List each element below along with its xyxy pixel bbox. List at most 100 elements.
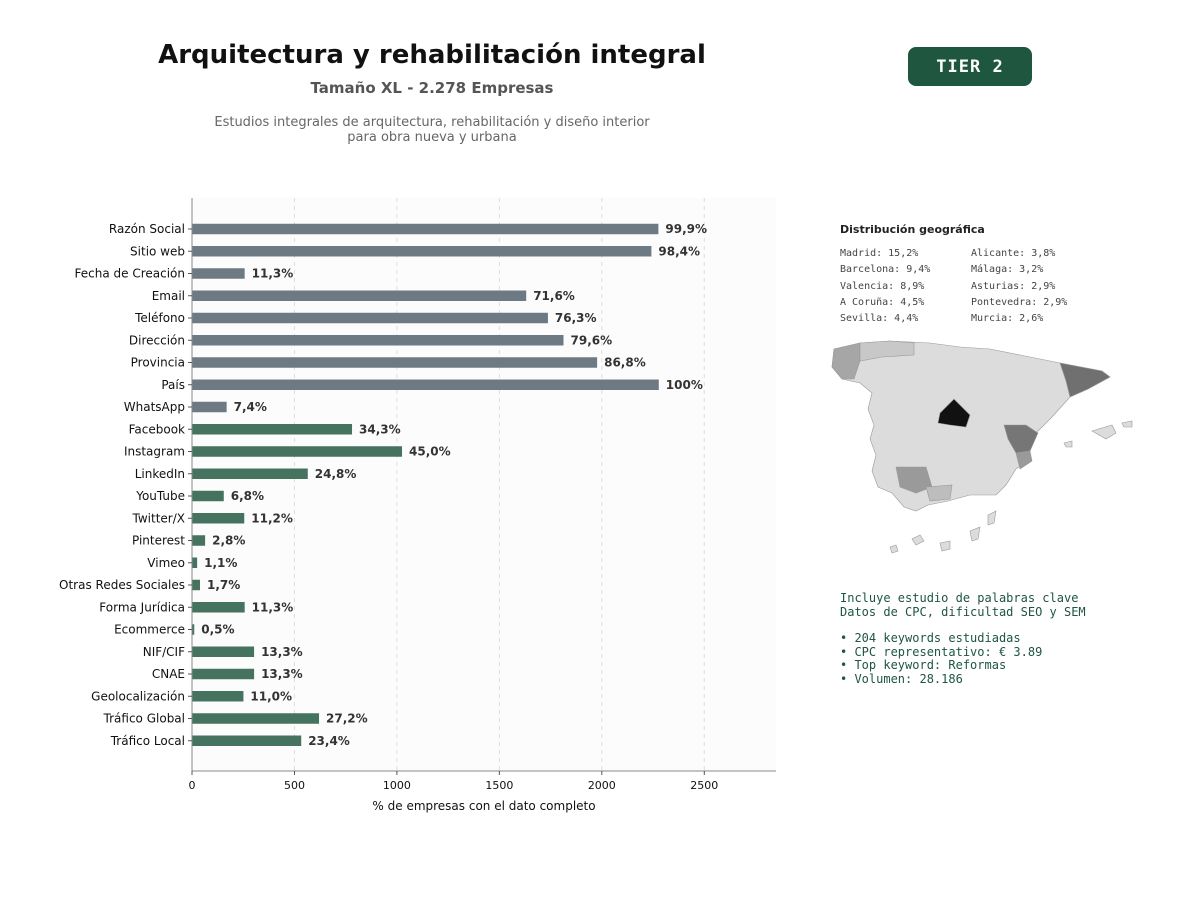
category-label: Fecha de Creación xyxy=(75,267,185,281)
category-label: Facebook xyxy=(129,422,185,436)
description-line-1: Estudios integrales de arquitectura, reh… xyxy=(214,115,650,130)
map-canary xyxy=(889,510,997,554)
bar xyxy=(192,290,527,301)
category-label: Teléfono xyxy=(134,311,185,325)
x-tick-labels: 0 500 1000 1500 2000 2500 xyxy=(189,771,718,792)
page-subtitle: Tamaño XL - 2.278 Empresas xyxy=(310,79,554,97)
bar xyxy=(192,713,320,724)
geo-item: Pontevedra: 2,9% xyxy=(971,296,1068,308)
keyword-line-2: Datos de CPC, dificultad SEO y SEM xyxy=(840,604,1086,619)
value-label: 24,8% xyxy=(315,467,357,481)
category-label: WhatsApp xyxy=(124,400,185,414)
map-balearic xyxy=(1063,420,1133,448)
map-madrid xyxy=(937,398,971,428)
bar-chart: Razón Social Sitio web Fecha de Creación Em… xyxy=(59,198,776,813)
description-line-2: para obra nueva y urbana xyxy=(347,130,517,145)
bar xyxy=(192,379,659,390)
x-tick-label: 1500 xyxy=(485,779,513,792)
value-label: 11,3% xyxy=(252,267,294,281)
map-alicante xyxy=(1015,450,1033,470)
value-labels: 99,9% 98,4% 11,3% 71,6% 76,3% 79,6% 86,8% 100% 7… xyxy=(201,222,707,748)
category-label: Razón Social xyxy=(109,222,185,236)
bar xyxy=(192,535,206,546)
bar xyxy=(192,735,302,746)
value-label: 71,6% xyxy=(533,289,575,303)
value-label: 34,3% xyxy=(359,422,401,436)
bar xyxy=(192,401,227,413)
spain-map xyxy=(831,340,1133,554)
geo-list-right: Alicante: 3,8% Málaga: 3,2% Asturias: 2,… xyxy=(971,246,1067,327)
value-label: 1,7% xyxy=(207,578,240,592)
keyword-summary: Incluye estudio de palabras clave Datos … xyxy=(840,591,1086,686)
category-label: YouTube xyxy=(135,489,185,503)
bar xyxy=(192,223,659,235)
bar xyxy=(192,557,198,568)
bars-group xyxy=(192,223,659,746)
value-label: 7,4% xyxy=(234,400,267,414)
x-axis-label: % de empresas con el dato completo xyxy=(372,799,595,813)
category-labels: Razón Social Sitio web Fecha de Creación Em… xyxy=(59,222,185,748)
bar xyxy=(192,624,195,635)
bar xyxy=(192,579,200,591)
x-tick-label: 0 xyxy=(189,779,196,792)
x-tick-label: 500 xyxy=(284,779,305,792)
bar xyxy=(192,513,245,524)
bar xyxy=(192,468,308,479)
map-asturias xyxy=(859,340,915,362)
keyword-bullet: • Volumen: 28.186 xyxy=(840,671,963,686)
geo-item: Málaga: 3,2% xyxy=(971,264,1044,276)
value-label: 13,3% xyxy=(261,645,303,659)
page-title: Arquitectura y rehabilitación integral xyxy=(158,40,706,70)
value-label: 0,5% xyxy=(201,623,234,637)
category-label: Sitio web xyxy=(130,244,185,258)
value-label: 79,6% xyxy=(571,333,613,347)
geo-item: Murcia: 2,6% xyxy=(971,313,1044,325)
category-label: Pinterest xyxy=(132,534,185,548)
bar xyxy=(192,446,403,457)
x-tick-label: 2000 xyxy=(588,779,616,792)
category-label: Instagram xyxy=(124,445,185,459)
category-label: Twitter/X xyxy=(132,511,185,525)
category-label: Forma Jurídica xyxy=(99,600,185,614)
bar xyxy=(192,691,244,702)
value-label: 13,3% xyxy=(261,667,303,681)
bar xyxy=(192,668,255,680)
plot-background xyxy=(192,198,776,771)
geo-item: Madrid: 15,2% xyxy=(840,248,919,259)
value-label: 98,4% xyxy=(658,244,700,258)
value-label: 2,8% xyxy=(212,534,245,548)
map-catalonia xyxy=(1059,362,1111,398)
keyword-bullet: • 204 keywords estudiadas xyxy=(840,631,1021,645)
category-label: Tráfico Global xyxy=(103,712,185,726)
value-label: 27,2% xyxy=(326,712,368,726)
category-label: Dirección xyxy=(129,333,185,347)
bar xyxy=(192,602,245,613)
value-label: 99,9% xyxy=(665,222,707,236)
bar xyxy=(192,424,353,435)
geo-item: Valencia: 8,9% xyxy=(840,280,925,292)
keyword-bullet: • Top keyword: Reformas xyxy=(840,658,1007,672)
value-label: 45,0% xyxy=(409,445,451,459)
category-label: Otras Redes Sociales xyxy=(59,578,185,592)
x-tick-label: 1000 xyxy=(383,779,411,792)
bar xyxy=(192,646,255,657)
category-label: Provincia xyxy=(131,356,185,370)
value-label: 23,4% xyxy=(308,734,350,748)
bar xyxy=(192,312,548,324)
bar xyxy=(192,490,224,502)
geo-item: Sevilla: 4,4% xyxy=(840,313,919,325)
category-label: NIF/CIF xyxy=(143,645,185,659)
value-label: 86,8% xyxy=(604,356,646,370)
x-tick-label: 2500 xyxy=(690,779,718,792)
geo-item: Asturias: 2,9% xyxy=(971,280,1056,292)
value-label: 1,1% xyxy=(204,556,237,570)
value-label: 100% xyxy=(666,378,703,392)
bar xyxy=(192,246,652,257)
map-sevilla xyxy=(895,466,933,494)
category-label: Ecommerce xyxy=(114,623,185,637)
bar xyxy=(192,335,564,346)
tier-badge: TIER 2 xyxy=(908,47,1032,86)
value-label: 76,3% xyxy=(555,311,597,325)
keyword-line-1: Incluye estudio de palabras clave xyxy=(840,591,1079,605)
geo-item: A Coruña: 4,5% xyxy=(840,296,925,308)
